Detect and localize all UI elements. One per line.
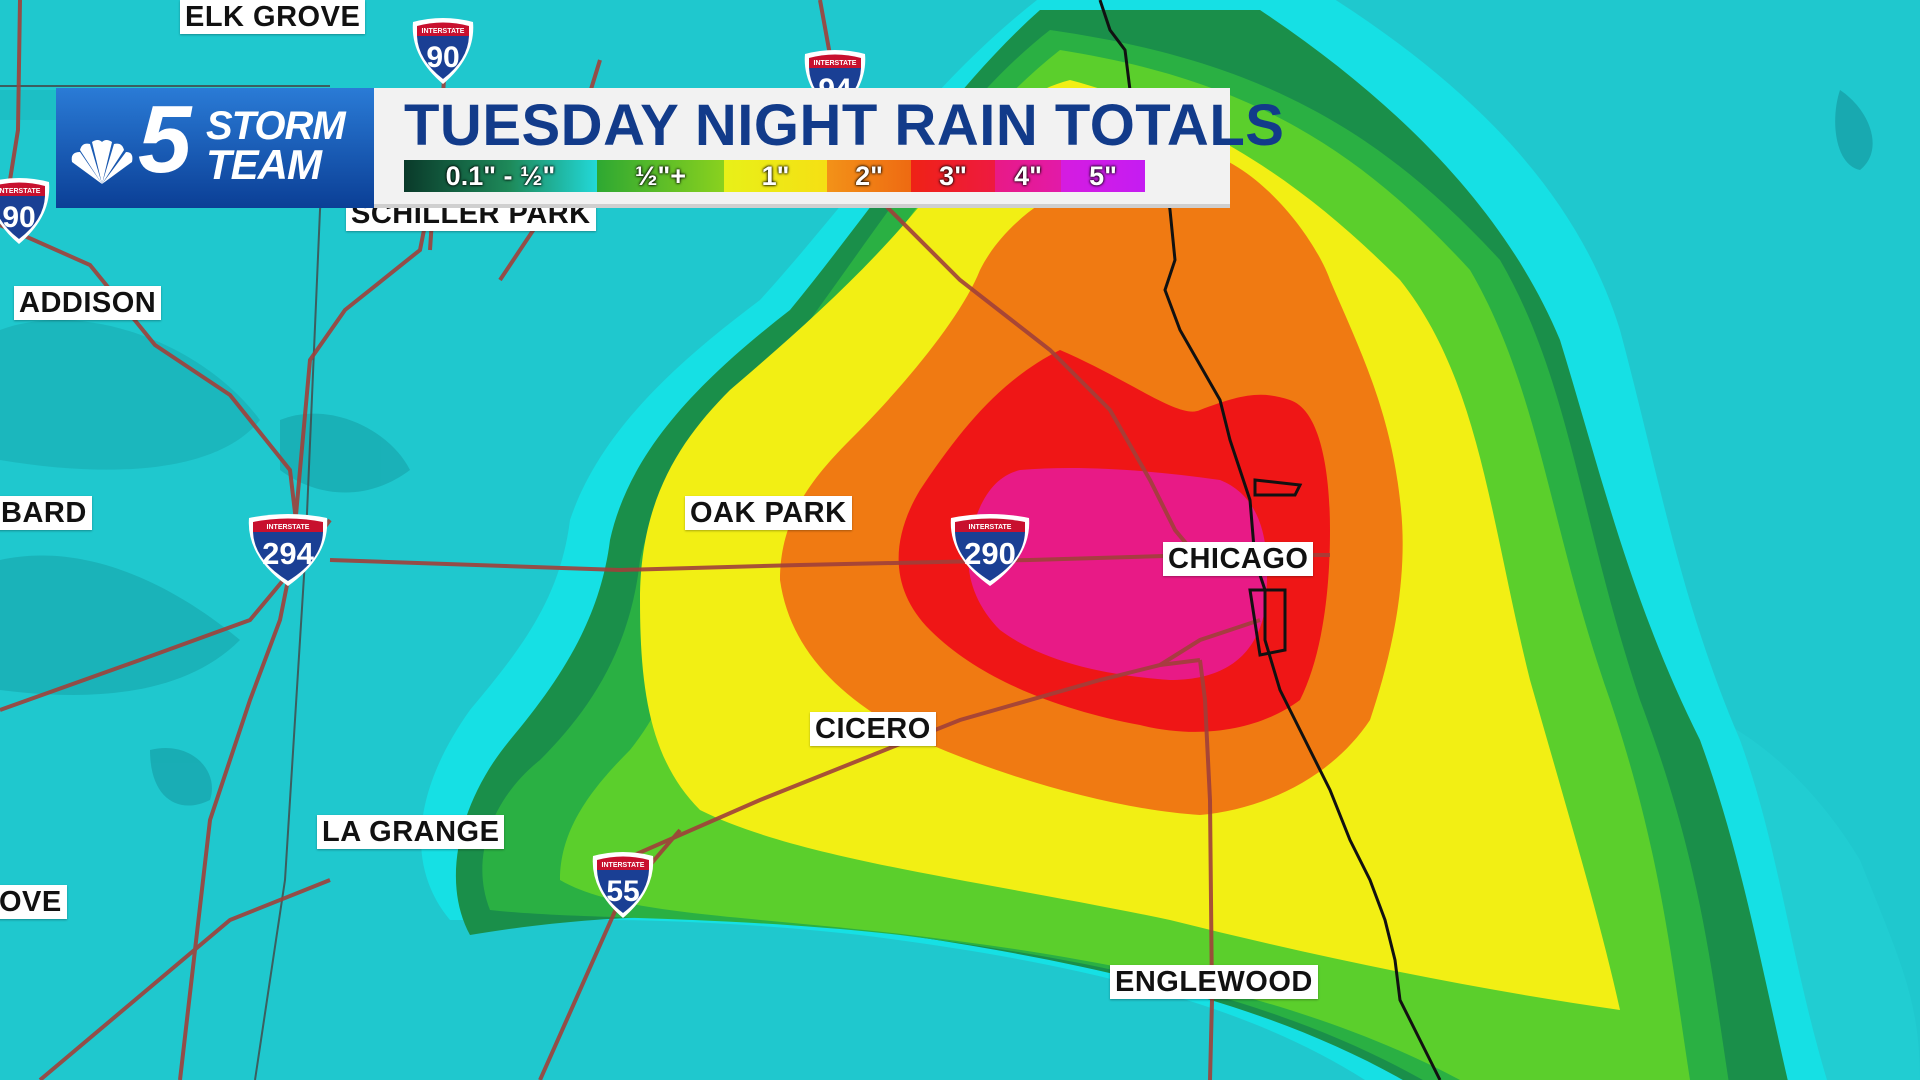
svg-text:INTERSTATE: INTERSTATE [814,60,857,67]
brand-word-team: TEAM [206,141,322,188]
label-chicago: CHICAGO [1163,542,1314,576]
label-elk-grove: ELK GROVE [180,0,366,34]
svg-text:294: 294 [262,536,314,571]
svg-text:INTERSTATE: INTERSTATE [267,524,310,531]
title-panel: TUESDAY NIGHT RAIN TOTALS 0.1" - ½" ½"+ … [374,88,1284,208]
legend-two-inch: 2" [827,160,911,192]
legend-three-inch: 3" [911,160,995,192]
shield-i90-top: INTERSTATE 90 [412,18,474,84]
station-logo: 5 STORM TEAM [56,88,374,208]
shield-i90-left: INTERSTATE 90 [0,178,50,244]
label-la-grange: LA GRANGE [317,815,505,849]
svg-text:55: 55 [606,875,639,908]
brand-number: 5 [138,86,192,193]
legend-four-inch: 4" [995,160,1061,192]
graphic-title: TUESDAY NIGHT RAIN TOTALS [404,93,1285,158]
legend-five-inch: 5" [1061,160,1145,192]
brand-word-storm: STORM [206,104,346,148]
svg-text:INTERSTATE: INTERSTATE [0,188,41,195]
peacock-icon [71,140,133,184]
contour-four-inch [968,468,1268,680]
label-englewood: ENGLEWOOD [1110,965,1318,999]
label-downers-grove: OVE [0,885,67,919]
shield-i294: INTERSTATE 294 [248,514,328,586]
svg-text:INTERSTATE: INTERSTATE [969,524,1012,531]
legend-tenth-half: 0.1" - ½" [404,160,597,192]
svg-text:90: 90 [2,201,35,234]
legend-one-inch: 1" [724,160,827,192]
svg-text:290: 290 [964,536,1016,571]
label-addison: ADDISON [14,286,162,320]
label-oak-park: OAK PARK [685,496,852,530]
svg-text:90: 90 [426,41,459,74]
rain-contours [421,0,1828,1080]
label-cicero: CICERO [810,712,936,746]
shield-i55: INTERSTATE 55 [592,852,654,918]
svg-text:INTERSTATE: INTERSTATE [602,862,645,869]
svg-text:INTERSTATE: INTERSTATE [422,28,465,35]
shield-i290: INTERSTATE 290 [950,514,1030,586]
rain-legend: 0.1" - ½" ½"+ 1" 2" 3" 4" 5" [404,160,1145,192]
label-lombard: BARD [0,496,92,530]
legend-half-plus: ½"+ [597,160,724,192]
